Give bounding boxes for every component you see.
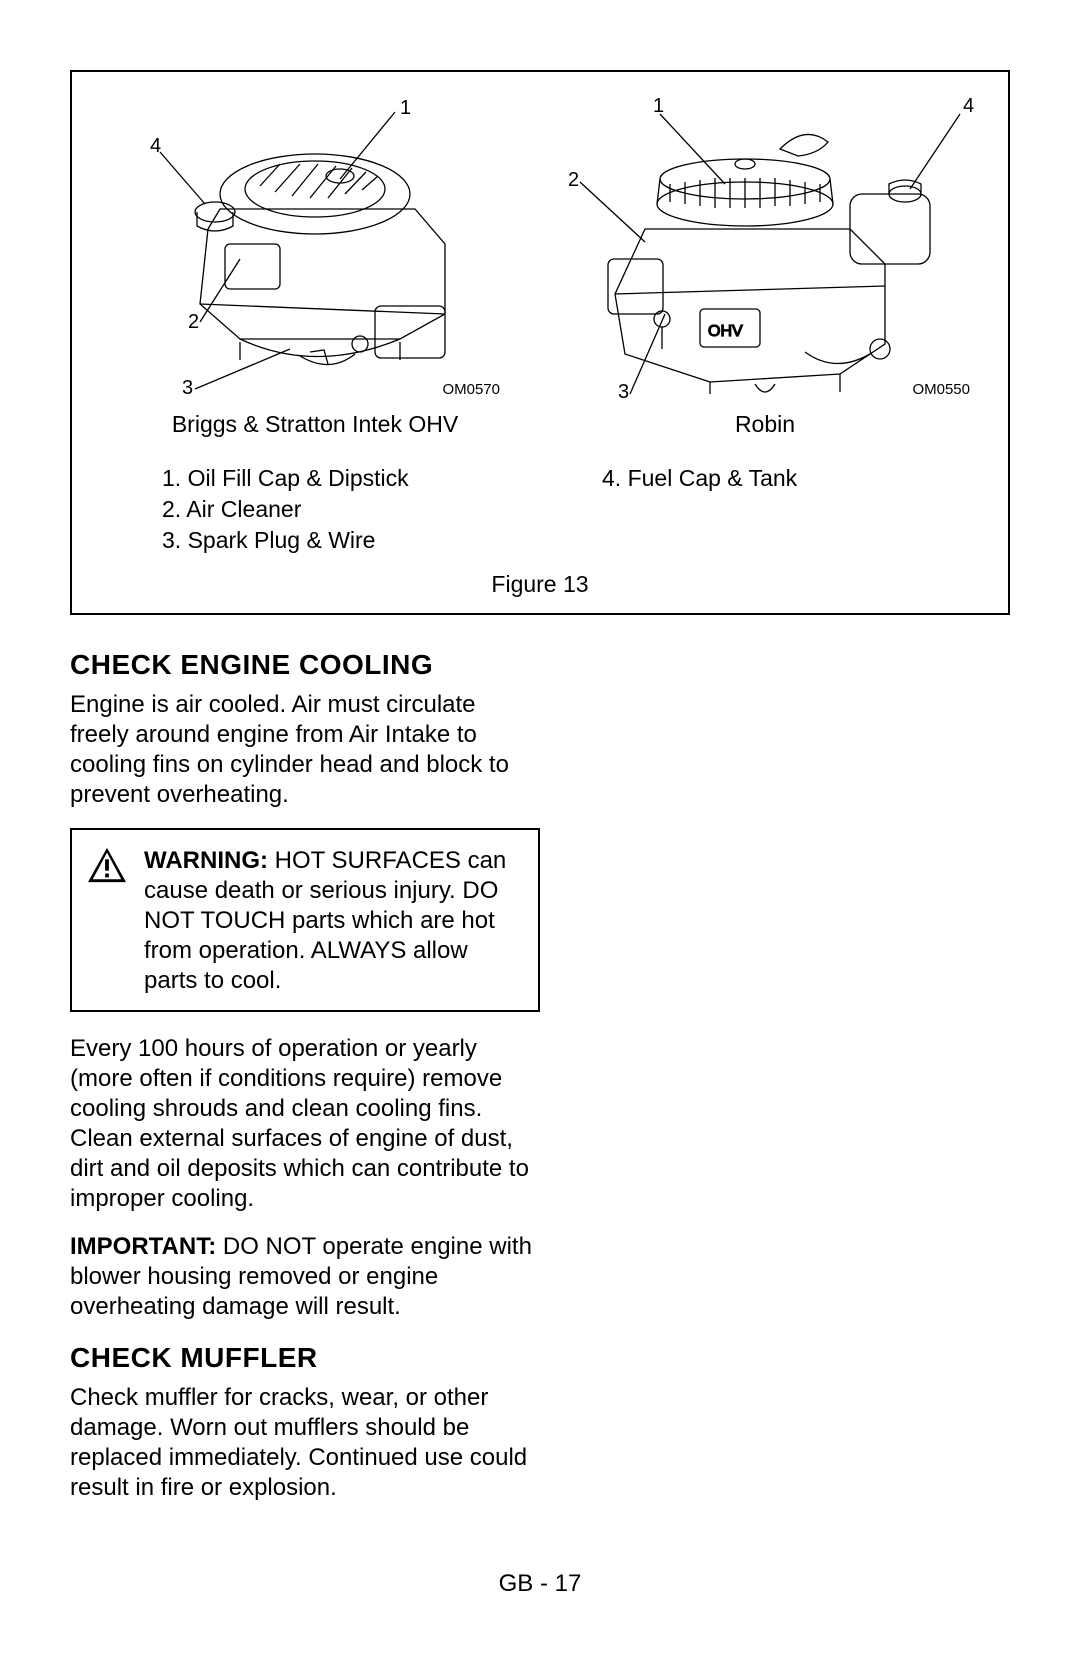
engines-row: 1 4 2 3 OM0570 bbox=[100, 94, 980, 439]
callout-4r: 4 bbox=[963, 95, 974, 117]
ohv-label: OHV bbox=[708, 323, 743, 340]
cooling-para-2: Every 100 hours of operation or yearly (… bbox=[70, 1034, 540, 1214]
callout-2: 2 bbox=[188, 311, 199, 333]
heading-muffler: CHECK MUFFLER bbox=[70, 1340, 540, 1375]
engine-left: 1 4 2 3 OM0570 bbox=[100, 94, 530, 439]
engine-left-caption: Briggs & Stratton Intek OHV bbox=[172, 410, 458, 439]
callout-3r: 3 bbox=[618, 381, 629, 403]
engine-left-svg: 1 4 2 3 OM0570 bbox=[100, 94, 530, 404]
engine-right-svg: 1 2 4 3 OM0550 bbox=[550, 94, 980, 404]
part-code-left: OM0570 bbox=[442, 381, 500, 398]
warning-text: WARNING: HOT SURFACES can cause death or… bbox=[144, 846, 524, 996]
part-code-right: OM0550 bbox=[912, 381, 970, 398]
parts-legend-left: 1. Oil Fill Cap & Dipstick 2. Air Cleane… bbox=[100, 463, 540, 556]
legend-item-4: 4. Fuel Cap & Tank bbox=[602, 463, 980, 494]
content-column: CHECK ENGINE COOLING Engine is air coole… bbox=[70, 647, 540, 1503]
callout-2r: 2 bbox=[568, 169, 579, 191]
muffler-para: Check muffler for cracks, wear, or other… bbox=[70, 1383, 540, 1503]
warning-triangle-icon bbox=[86, 846, 128, 884]
callout-1r: 1 bbox=[653, 95, 664, 117]
parts-legend: 1. Oil Fill Cap & Dipstick 2. Air Cleane… bbox=[100, 463, 980, 556]
figure-box: 1 4 2 3 OM0570 bbox=[70, 70, 1010, 615]
engine-right: 1 2 4 3 OM0550 bbox=[550, 94, 980, 439]
engine-left-art: 1 4 2 3 OM0570 bbox=[100, 94, 530, 404]
callout-4: 4 bbox=[150, 135, 161, 157]
figure-label: Figure 13 bbox=[100, 570, 980, 599]
important-label: IMPORTANT: bbox=[70, 1233, 216, 1260]
warning-box: WARNING: HOT SURFACES can cause death or… bbox=[70, 828, 540, 1012]
engine-right-art: 1 2 4 3 OM0550 bbox=[550, 94, 980, 404]
cooling-important: IMPORTANT: DO NOT operate engine with bl… bbox=[70, 1232, 540, 1322]
engine-right-caption: Robin bbox=[735, 410, 795, 439]
page-number: GB - 17 bbox=[0, 1569, 1080, 1599]
cooling-para-1: Engine is air cooled. Air must circulate… bbox=[70, 690, 540, 810]
parts-legend-right: 4. Fuel Cap & Tank bbox=[540, 463, 980, 556]
heading-cooling: CHECK ENGINE COOLING bbox=[70, 647, 540, 682]
page: 1 4 2 3 OM0570 bbox=[0, 0, 1080, 1669]
legend-item-1: 1. Oil Fill Cap & Dipstick bbox=[162, 463, 540, 494]
legend-item-2: 2. Air Cleaner bbox=[162, 494, 540, 525]
legend-item-3: 3. Spark Plug & Wire bbox=[162, 525, 540, 556]
callout-3: 3 bbox=[182, 377, 193, 399]
warning-label: WARNING: bbox=[144, 847, 268, 874]
callout-1: 1 bbox=[400, 97, 411, 119]
